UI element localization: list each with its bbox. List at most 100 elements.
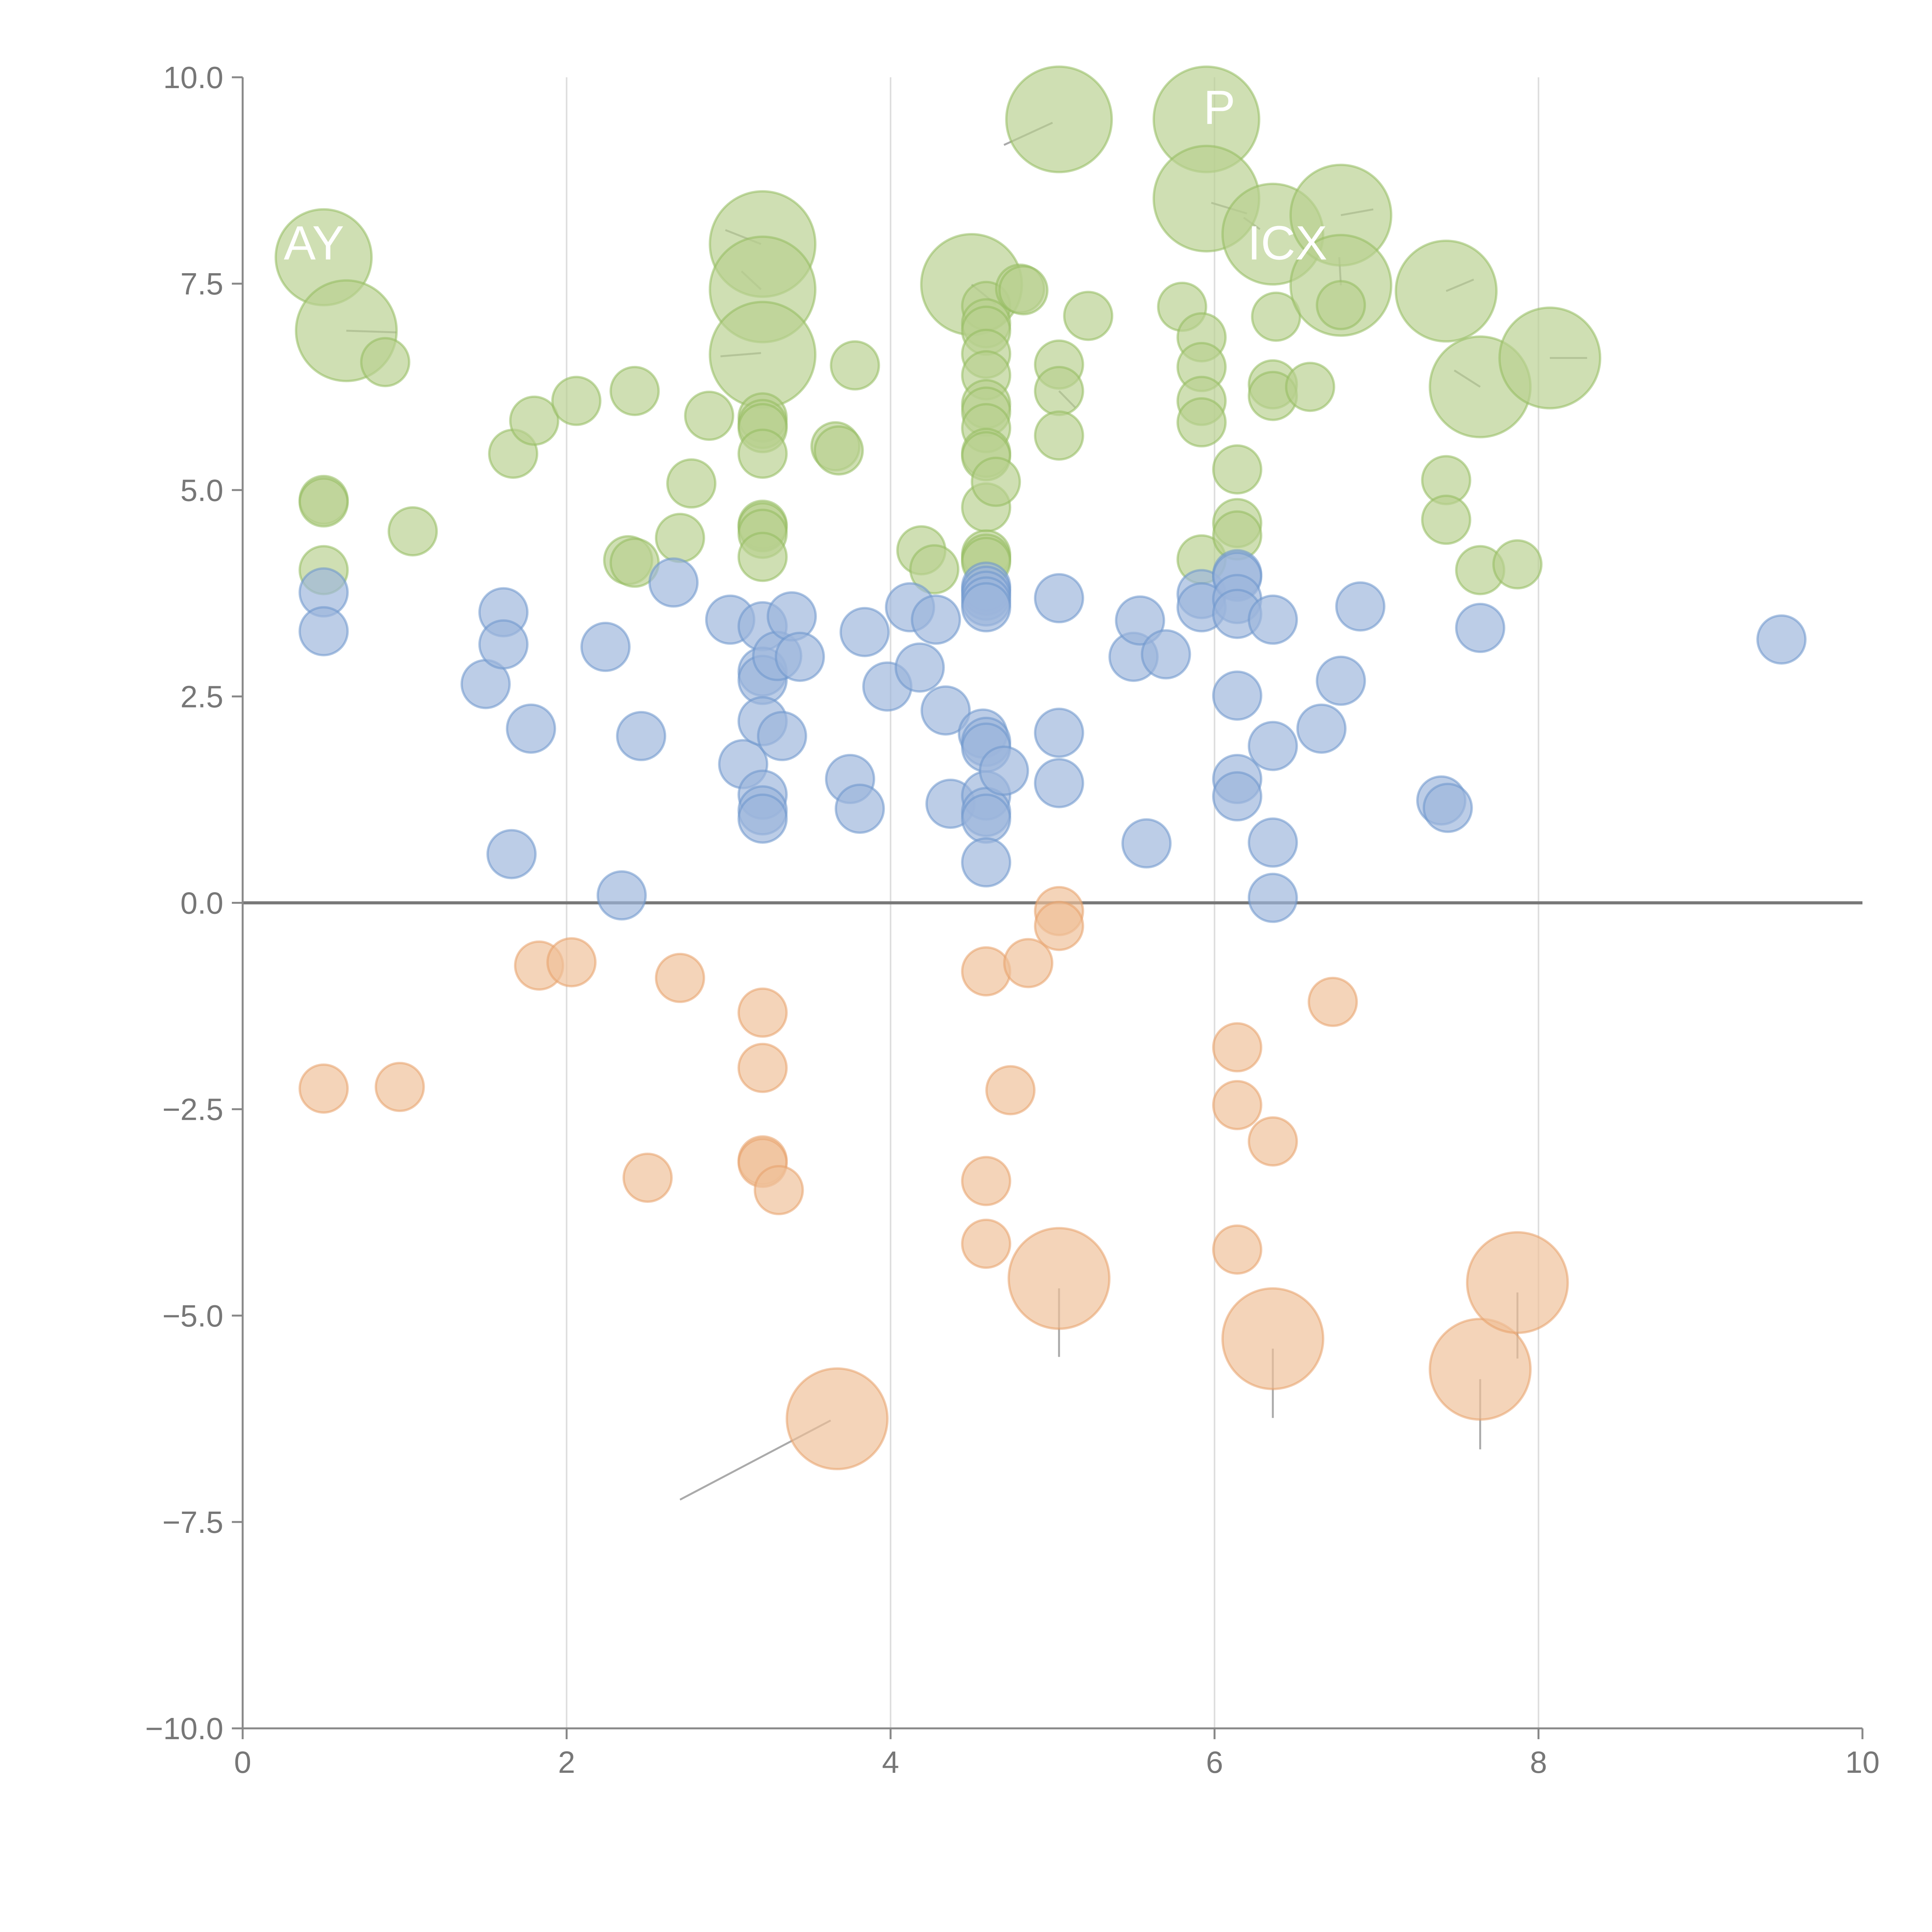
bubble-mid [1335, 581, 1386, 632]
y-tick-label: 7.5 [180, 267, 223, 301]
x-tick-label: 0 [234, 1745, 252, 1779]
y-tick-label: −10.0 [145, 1711, 223, 1746]
bubble-low [1429, 1318, 1532, 1421]
bubble-mid [1248, 721, 1298, 771]
bubble-high [1316, 280, 1366, 330]
bubble-low [298, 1063, 349, 1114]
y-tick-label: 5.0 [180, 473, 223, 507]
bubble-low [1007, 1227, 1111, 1330]
bubble-mid [1296, 703, 1347, 754]
x-tick-label: 4 [882, 1745, 900, 1779]
bubble-low [1034, 901, 1084, 951]
bubble-low [655, 952, 705, 1003]
bubble-mid [835, 783, 885, 834]
bubble-mid [1316, 655, 1366, 706]
bubble-high [609, 366, 660, 416]
bubble-high [998, 265, 1049, 316]
bubble-high [551, 376, 602, 426]
bubble-low [1466, 1231, 1569, 1334]
bubble-low [622, 1152, 673, 1203]
bubble-mid [1034, 707, 1084, 758]
bubble-high [830, 340, 880, 391]
x-tick-label: 6 [1206, 1745, 1223, 1779]
bubble-mid [1756, 614, 1807, 665]
bubble-mid [478, 619, 529, 670]
bubble-mid [1248, 594, 1298, 645]
bubble-low [1212, 1022, 1262, 1073]
bubble-high [1285, 362, 1335, 412]
y-tick-label: 0.0 [180, 886, 223, 920]
bubble-mid [911, 594, 961, 645]
y-tick-label: −7.5 [162, 1505, 223, 1539]
bubble-high [1421, 495, 1471, 545]
bubble-mid [920, 685, 971, 736]
bubble-low [1212, 1224, 1262, 1275]
bubble-mid [1141, 629, 1191, 680]
bubble-high [1212, 444, 1262, 495]
bubble-high [298, 477, 349, 528]
bubble-high [909, 544, 959, 595]
bubble-mid [1115, 595, 1165, 646]
bubble-mid [961, 582, 1012, 633]
bubbles [274, 65, 1807, 1471]
bubble-high [737, 429, 788, 479]
bubble-low [1308, 976, 1358, 1027]
bubble-mid [979, 745, 1029, 796]
bubble-low [1248, 1116, 1298, 1167]
bubble-mid [1034, 758, 1084, 808]
bubble-high [1498, 306, 1602, 410]
bubble-high [1005, 65, 1113, 173]
bubble-low [961, 1218, 1012, 1269]
bubble-mid [1212, 771, 1262, 821]
bubble-mid [1248, 872, 1298, 923]
bubble-high [813, 425, 864, 476]
bubble-mid [839, 607, 890, 657]
bubble-mid [775, 631, 825, 682]
bubble-mid [961, 793, 1012, 844]
bubble-high [1034, 410, 1084, 461]
bubble-low [737, 987, 788, 1038]
y-tick-label: 2.5 [180, 679, 223, 714]
bubble-mid [895, 642, 945, 693]
bubble-low [1221, 1287, 1325, 1390]
bubble-mid [1121, 818, 1172, 869]
bubble-high [1251, 291, 1301, 342]
bubble-low [546, 937, 597, 988]
bubble-high [1492, 539, 1543, 590]
x-tick-label: 2 [558, 1745, 575, 1779]
bubble-mid [737, 793, 788, 844]
bubble-mid [506, 703, 556, 754]
bubble-low [1212, 1080, 1262, 1130]
bubble-high [1395, 240, 1498, 343]
axes: 10.0 7.5 5.0 2.5 0.0 −2.5 −5.0 −7.5 −10.0 0 2 4 6 8 10 [145, 60, 1880, 1779]
bubble-mid [757, 711, 807, 761]
bubble-mid [486, 829, 537, 879]
bubble-high [684, 390, 735, 441]
bubble-low [961, 1156, 1012, 1206]
bubble-mid [596, 870, 647, 921]
bubble-high [971, 456, 1021, 507]
bubble-high [1034, 366, 1084, 416]
bubble-high [388, 506, 438, 557]
bubble-text-label: ICX [1247, 217, 1327, 270]
bubble-mid [298, 606, 349, 656]
bubble-mid [580, 622, 631, 672]
bubble-low [374, 1061, 425, 1112]
bubble-mid [648, 557, 699, 608]
y-tick-label: −2.5 [162, 1092, 223, 1127]
x-tick-label: 8 [1530, 1745, 1547, 1779]
bubble-high [737, 532, 788, 582]
bubble-low [985, 1065, 1036, 1116]
bubble-high [666, 458, 717, 509]
bubble-text-label: AY [284, 217, 344, 270]
bubble-mid [1212, 670, 1262, 721]
x-tick-label: 10 [1845, 1745, 1880, 1779]
bubble-mid [1248, 817, 1298, 868]
bubble-high [509, 395, 560, 446]
bubble-labels: AY P ICX [284, 81, 1327, 270]
bubble-low [737, 1043, 788, 1093]
bubble-high [1063, 291, 1114, 341]
bubble-mid [961, 837, 1012, 888]
bubble-high [709, 301, 817, 409]
